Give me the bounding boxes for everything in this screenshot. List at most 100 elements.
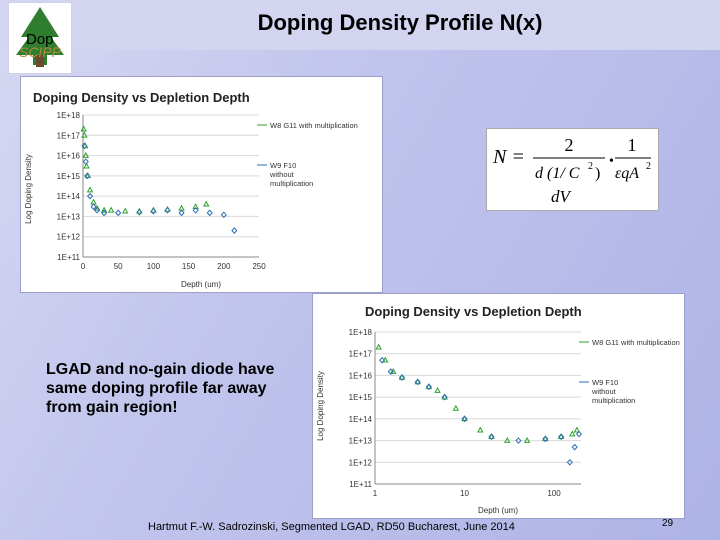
data-point: [441, 393, 448, 400]
formula-num2: 1: [628, 135, 637, 155]
data-point: [575, 430, 583, 438]
data-point: [178, 209, 185, 217]
formula-den2exp: 2: [646, 161, 651, 172]
formula-den1a: d (1/ C: [535, 165, 580, 182]
chart-1-svg: Doping Density vs Depletion Depth 1E+11 1…: [24, 90, 358, 289]
y-tick-label: 1E+11: [57, 253, 80, 262]
data-point: [379, 356, 386, 364]
data-point: [571, 443, 578, 451]
formula-dot: •: [609, 154, 614, 169]
y-tick-label: 1E+12: [349, 458, 373, 467]
y-tick-label: 1E+13: [349, 437, 373, 446]
x-tick-label: 50: [114, 262, 123, 271]
data-point: [150, 207, 157, 215]
chart-1-title: Doping Density vs Depletion Depth: [33, 90, 250, 105]
legend-label: W8 G11 with multiplication: [270, 121, 358, 130]
y-tick-label: 1E+18: [57, 111, 81, 120]
y-tick-label: 1E+15: [349, 393, 373, 402]
data-point: [84, 172, 91, 180]
data-point: [569, 430, 576, 437]
data-point: [515, 437, 522, 444]
x-tick-label: 10: [460, 489, 469, 498]
y-tick-label: 1E+17: [349, 350, 373, 359]
chart-2-title: Doping Density vs Depletion Depth: [365, 304, 582, 319]
data-point: [375, 343, 382, 350]
data-point: [523, 436, 531, 443]
data-point: [121, 207, 129, 214]
data-point: [93, 204, 101, 211]
data-point: [557, 433, 565, 440]
y-tick-label: 1E+18: [349, 328, 373, 337]
y-tick-label: 1E+14: [57, 192, 81, 201]
formula-den2: εqA: [615, 165, 639, 182]
data-point: [202, 200, 210, 207]
chart-2-svg: Doping Density vs Depletion Depth 1E+111…: [316, 304, 680, 515]
data-point: [206, 209, 213, 217]
y-tick-label: 1E+12: [57, 233, 81, 242]
x-tick-label: 250: [252, 262, 266, 271]
y-tick-label: 1E+16: [57, 152, 81, 161]
slide-footer: Hartmut F.-W. Sadrozinski, Segmented LGA…: [148, 521, 515, 533]
data-point: [461, 415, 468, 423]
data-point: [192, 203, 199, 210]
data-point: [542, 435, 549, 443]
y-tick-label: 1E+13: [57, 212, 81, 221]
logo-text: SCIPP: [19, 44, 62, 60]
data-point: [425, 383, 432, 391]
data-point: [86, 192, 94, 200]
data-point: [178, 204, 185, 211]
data-point: [503, 436, 511, 443]
data-point: [164, 206, 171, 214]
data-point: [90, 203, 97, 211]
data-point: [90, 198, 97, 205]
x-tick-label: 1: [373, 489, 378, 498]
data-point: [477, 426, 484, 433]
chart-2-xlabel: Depth (um): [478, 506, 518, 515]
data-point: [461, 415, 468, 422]
data-point: [82, 158, 89, 166]
chart-linear-depth: Doping Density vs Depletion Depth 1E+11 1…: [20, 76, 383, 293]
data-point: [390, 367, 397, 374]
formula-lhs: N =: [492, 146, 525, 168]
y-tick-label: 1E+11: [349, 480, 372, 489]
title-bar: [0, 0, 720, 50]
data-point: [558, 433, 565, 441]
data-point: [573, 426, 581, 433]
data-point: [115, 209, 122, 217]
data-point: [100, 206, 108, 213]
data-point: [83, 162, 90, 169]
data-point: [387, 368, 394, 375]
data-point: [434, 386, 441, 393]
scipp-logo: SCIPP: [8, 2, 72, 74]
page-number: 29: [662, 518, 674, 529]
data-point: [414, 378, 421, 386]
slide-note: LGAD and no-gain diode have same doping …: [46, 361, 275, 416]
logo-overlay-text: Dop: [26, 31, 54, 48]
data-point: [86, 186, 94, 193]
data-point: [425, 383, 433, 390]
formula-den1exp: 2: [588, 161, 593, 172]
formula-dv: dV: [551, 187, 573, 206]
y-tick-label: 1E+15: [57, 172, 81, 181]
legend-label: W9 F10 without multiplication: [591, 378, 635, 405]
doping-formula: N = 2 d (1/ C 2 ) dV • 1 εqA 2: [486, 128, 659, 211]
data-point: [398, 373, 406, 380]
chart-log-depth: Doping Density vs Depletion Depth 1E+11 1…: [312, 293, 685, 519]
y-tick-label: 1E+16: [349, 371, 373, 380]
data-point: [231, 227, 238, 234]
x-tick-label: 150: [182, 262, 196, 271]
data-point: [82, 151, 90, 158]
x-tick-label: 0: [81, 262, 86, 271]
data-point: [80, 125, 87, 132]
x-tick-label: 100: [147, 262, 161, 271]
x-tick-label: 100: [547, 489, 561, 498]
tree-icon: SCIPP: [16, 7, 64, 67]
slide-title: Doping Density Profile N(x): [257, 10, 543, 35]
data-point: [566, 458, 573, 466]
data-point: [414, 378, 421, 385]
y-tick-label: 1E+17: [57, 131, 81, 140]
data-point: [107, 206, 115, 213]
chart-1-xlabel: Depth (um): [181, 280, 221, 289]
data-point: [93, 206, 101, 214]
chart-1-ylabel: Log Doping Density: [24, 154, 33, 224]
